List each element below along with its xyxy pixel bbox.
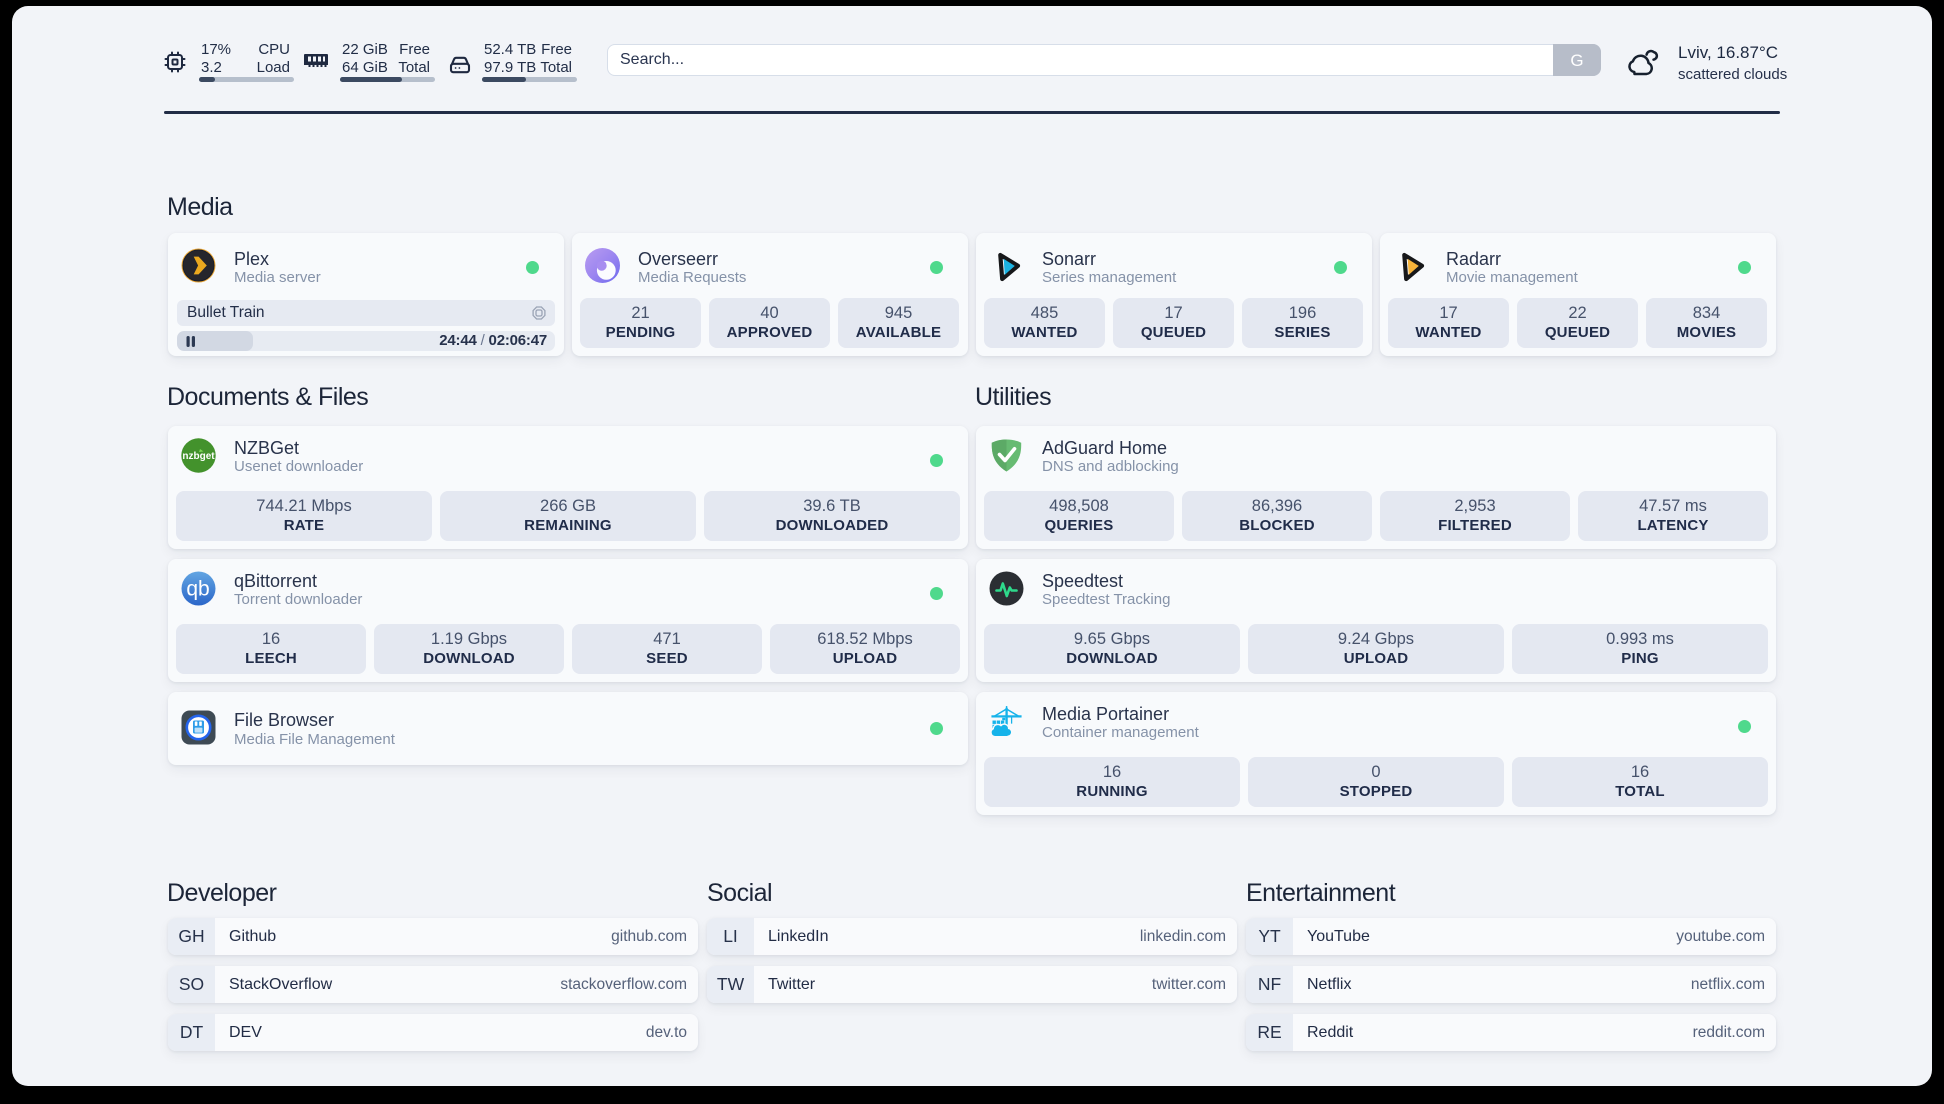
svg-text:qb: qb	[186, 578, 209, 601]
svg-text:nzbget: nzbget	[182, 451, 215, 462]
